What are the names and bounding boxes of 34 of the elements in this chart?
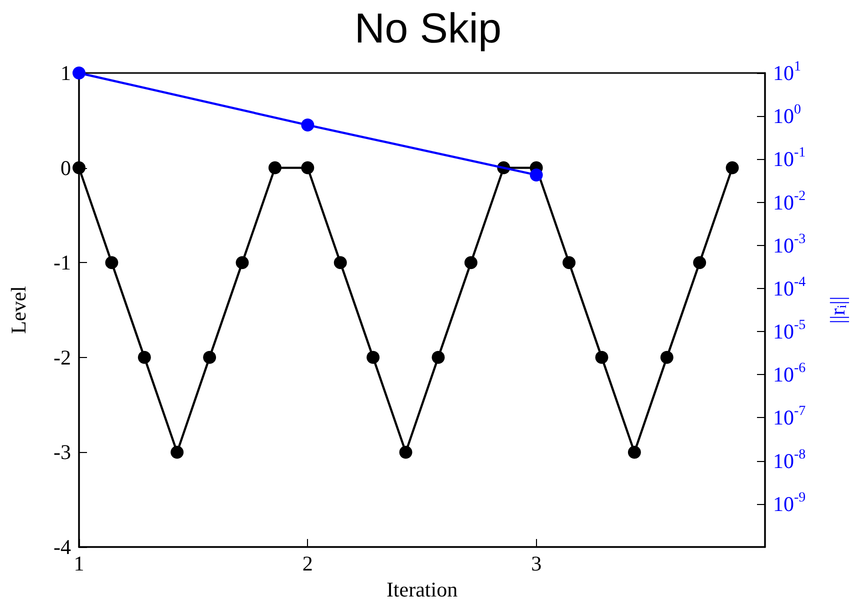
y-tick-label: -1 xyxy=(54,250,71,275)
point xyxy=(366,350,380,364)
x-axis-title: Iteration xyxy=(386,578,458,602)
y-axis-title: Level xyxy=(6,286,30,334)
point xyxy=(105,256,118,270)
point xyxy=(301,118,314,132)
point xyxy=(628,446,641,459)
chart-title: No Skip xyxy=(354,4,502,52)
x-tick-label: 2 xyxy=(302,552,313,576)
y-tick-label: 0 xyxy=(60,156,71,180)
point xyxy=(268,161,282,174)
y-tick-label: -3 xyxy=(54,440,71,464)
point xyxy=(72,66,86,80)
point xyxy=(530,168,543,182)
point xyxy=(170,446,184,459)
point xyxy=(464,256,478,270)
y-tick-label: -4 xyxy=(54,535,72,559)
point xyxy=(301,161,314,174)
x-tick-label: 3 xyxy=(531,552,542,576)
point xyxy=(203,350,216,364)
point xyxy=(399,446,412,459)
point xyxy=(236,256,249,270)
point xyxy=(72,161,86,174)
y-tick-label: -2 xyxy=(54,345,71,370)
y2-axis-title: ||ri|| xyxy=(826,296,850,324)
point xyxy=(432,350,445,364)
point xyxy=(562,256,576,270)
point xyxy=(595,350,608,364)
y-tick-label: 1 xyxy=(60,61,71,85)
point xyxy=(693,256,706,270)
point xyxy=(726,161,739,174)
point xyxy=(334,256,347,270)
point xyxy=(138,350,151,364)
point xyxy=(660,350,674,364)
